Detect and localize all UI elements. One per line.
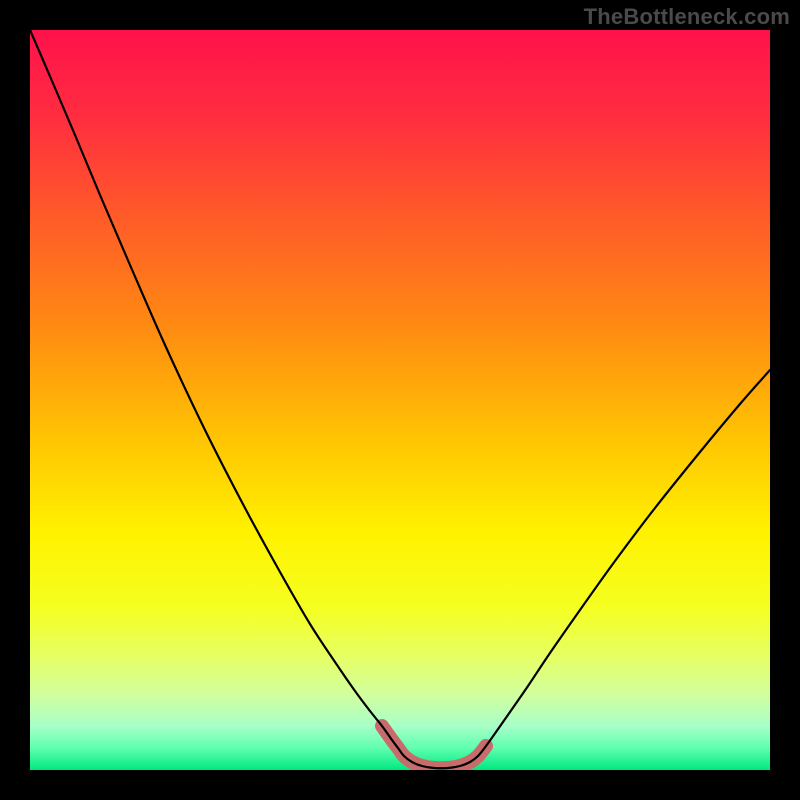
- plot-background: [30, 30, 770, 770]
- bottleneck-curve-chart: [0, 0, 800, 800]
- chart-root: TheBottleneck.com: [0, 0, 800, 800]
- watermark-text: TheBottleneck.com: [584, 4, 790, 30]
